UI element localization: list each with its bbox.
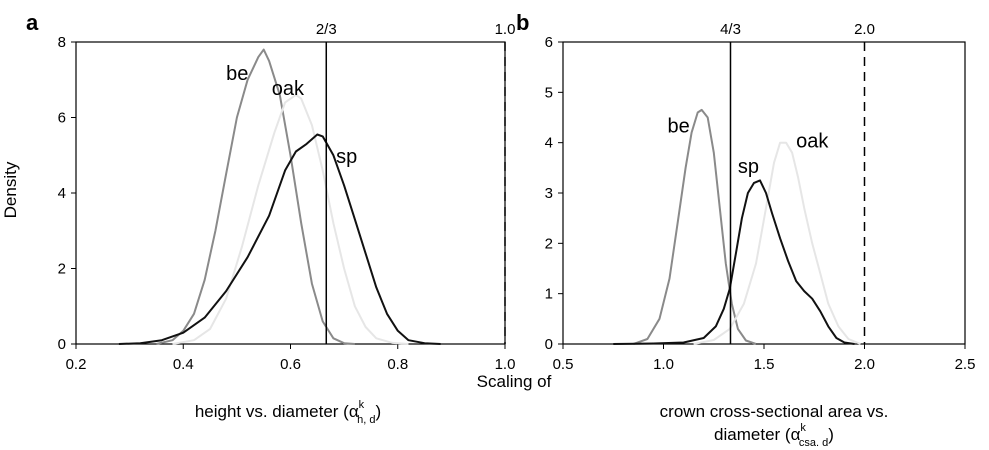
x-axis-title-b-line1: crown cross-sectional area vs. [660, 402, 889, 421]
density-curve-be [156, 48, 355, 345]
x-tick-label-a: 0.4 [173, 356, 194, 373]
x-tick-label-a: 1.0 [495, 356, 516, 373]
curve-label-be: be [226, 63, 248, 85]
panel-letter-a: a [26, 10, 39, 35]
curve-label-be: be [668, 116, 690, 138]
y-tick-label-b: 5 [545, 84, 553, 101]
x-tick-label-b: 1.5 [754, 356, 775, 373]
curve-label-oak: oak [796, 131, 829, 153]
y-tick-label-b: 2 [545, 235, 553, 252]
y-tick-label-b: 1 [545, 286, 553, 303]
panel-b: b 0.5 1.0 1.5 2.0 2.5 0 1 2 3 4 5 6 4/3 2.0 be sp oak [516, 10, 975, 373]
x-axis-title-a-close: ) [376, 402, 382, 421]
curve-label-sp: sp [738, 156, 759, 178]
x-axis-title-a: height vs. diameter (αk h, d) [195, 399, 381, 426]
panel-a: a 0.2 0.4 0.6 0.8 1.0 0 2 4 6 8 2/3 1.0 be oak sp [26, 10, 515, 373]
reference-line-label-a: 2/3 [316, 21, 337, 38]
x-axis-title-b: diameter (αk csa. d) [714, 422, 834, 449]
y-tick-label-b: 0 [545, 336, 553, 353]
reference-line-label-a: 1.0 [495, 21, 516, 38]
y-axis-title: Density [1, 161, 20, 218]
x-axis-title-b-close: ) [828, 425, 834, 444]
x-axis-title-a-sub: h, d [357, 414, 375, 426]
x-tick-label-b: 2.0 [854, 356, 875, 373]
x-tick-label-b: 0.5 [553, 356, 574, 373]
x-axis-title-b-main: diameter (α [714, 425, 801, 444]
reference-line-label-b: 2.0 [854, 21, 875, 38]
y-tick-label-b: 3 [545, 185, 553, 202]
y-tick-label-b: 6 [545, 34, 553, 51]
curve-label-oak: oak [272, 78, 305, 100]
density-curve-be [633, 108, 757, 345]
x-tick-label-a: 0.8 [387, 356, 408, 373]
x-tick-label-b: 1.0 [653, 356, 674, 373]
y-tick-label-a: 4 [58, 185, 66, 202]
density-curve-sp [613, 179, 855, 345]
y-tick-label-a: 6 [58, 110, 66, 127]
x-tick-label-a: 0.6 [280, 356, 301, 373]
x-axis-title-b-sup: k [800, 422, 806, 434]
density-curve-sp [118, 133, 441, 345]
y-tick-label-a: 8 [58, 34, 66, 51]
density-curve-oak [172, 93, 409, 345]
shared-x-label: Scaling of [477, 372, 552, 391]
x-axis-title-a-main: height vs. diameter (α [195, 402, 359, 421]
x-axis-title-b-sub: csa. d [799, 437, 828, 449]
curve-label-sp: sp [336, 146, 357, 168]
y-tick-label-b: 4 [545, 135, 553, 152]
y-tick-label-a: 0 [58, 336, 66, 353]
density-curve-oak [693, 141, 861, 345]
panel-letter-b: b [516, 10, 529, 35]
reference-line-label-b: 4/3 [720, 21, 741, 38]
x-tick-label-a: 0.2 [66, 356, 87, 373]
plot-frame-b [562, 41, 966, 345]
x-tick-label-b: 2.5 [955, 356, 976, 373]
y-tick-label-a: 2 [58, 261, 66, 278]
x-axis-title-a-sup: k [359, 399, 365, 411]
